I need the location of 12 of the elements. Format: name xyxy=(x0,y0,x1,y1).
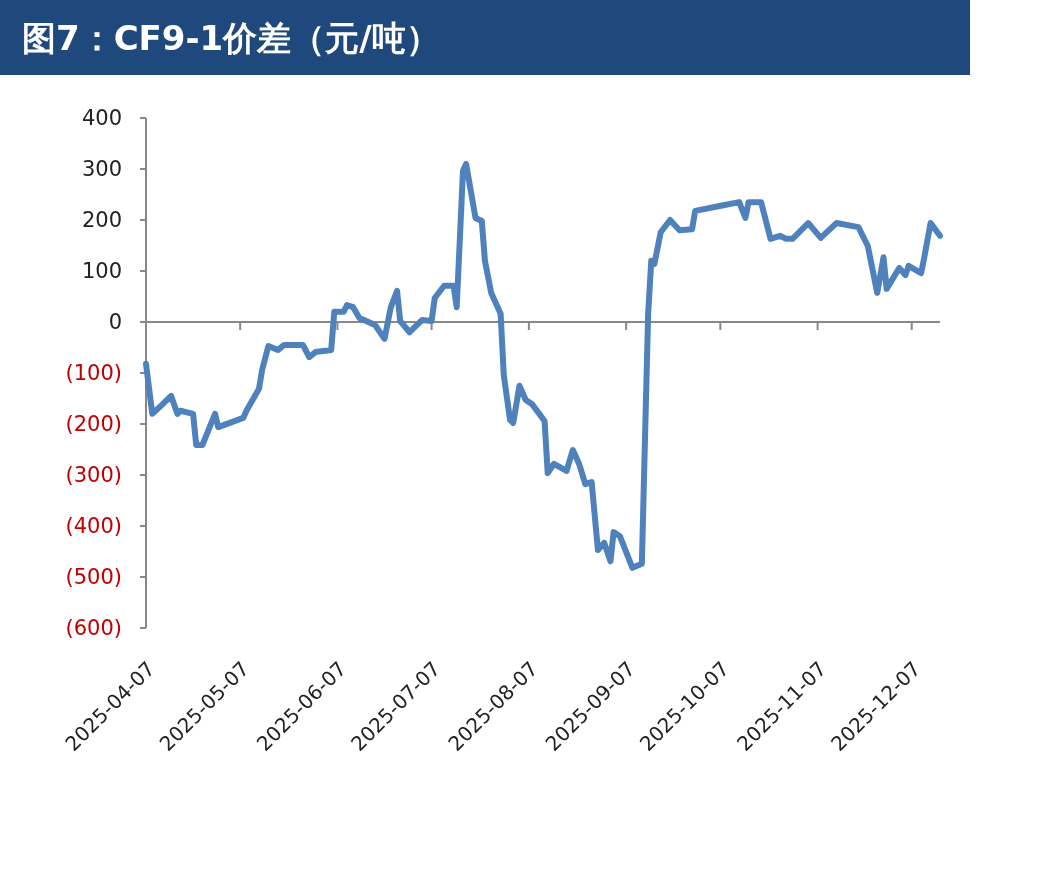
y-tick-label: 200 xyxy=(81,208,122,233)
y-tick-label: 0 xyxy=(108,310,122,335)
chart-title: 图7：CF9-1价差（元/吨） xyxy=(22,18,440,58)
y-tick-label: 300 xyxy=(81,157,122,182)
y-tick-label: (300) xyxy=(65,463,122,488)
y-tick-label: 400 xyxy=(81,106,122,131)
y-tick-label: (200) xyxy=(65,412,122,437)
y-tick-label: (500) xyxy=(65,565,122,590)
y-tick-label: (100) xyxy=(65,361,122,386)
y-tick-label: 100 xyxy=(81,259,122,284)
y-tick-label: (400) xyxy=(65,514,122,539)
y-tick-label: (600) xyxy=(65,616,122,641)
